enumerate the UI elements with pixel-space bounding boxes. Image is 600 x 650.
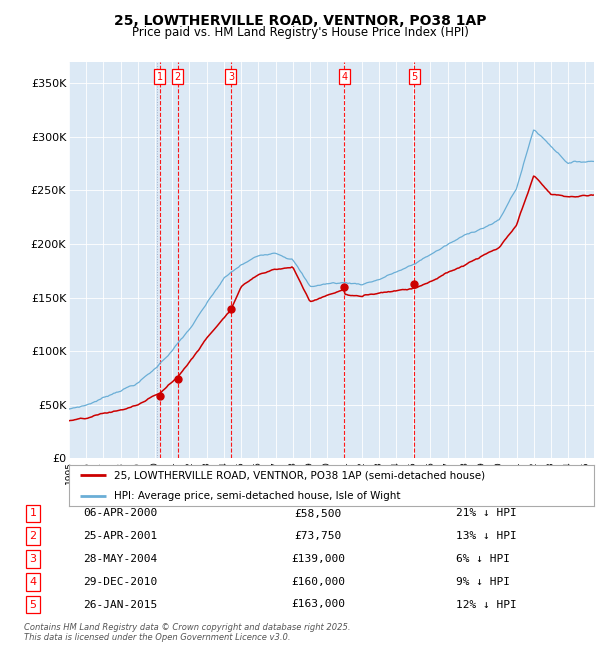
- Text: 1: 1: [29, 508, 37, 519]
- Text: 4: 4: [341, 72, 347, 82]
- Text: HPI: Average price, semi-detached house, Isle of Wight: HPI: Average price, semi-detached house,…: [113, 491, 400, 500]
- Text: 3: 3: [228, 72, 234, 82]
- Text: £73,750: £73,750: [295, 531, 341, 541]
- Text: Price paid vs. HM Land Registry's House Price Index (HPI): Price paid vs. HM Land Registry's House …: [131, 26, 469, 39]
- Text: 4: 4: [29, 577, 37, 587]
- Text: 2: 2: [29, 531, 37, 541]
- Text: £139,000: £139,000: [291, 554, 345, 564]
- Text: 5: 5: [412, 72, 418, 82]
- Text: 21% ↓ HPI: 21% ↓ HPI: [456, 508, 517, 519]
- Text: 25, LOWTHERVILLE ROAD, VENTNOR, PO38 1AP: 25, LOWTHERVILLE ROAD, VENTNOR, PO38 1AP: [114, 14, 486, 28]
- Text: £58,500: £58,500: [295, 508, 341, 519]
- Text: 13% ↓ HPI: 13% ↓ HPI: [456, 531, 517, 541]
- Text: £163,000: £163,000: [291, 599, 345, 610]
- Text: 06-APR-2000: 06-APR-2000: [83, 508, 157, 519]
- Text: 3: 3: [29, 554, 37, 564]
- Text: 25, LOWTHERVILLE ROAD, VENTNOR, PO38 1AP (semi-detached house): 25, LOWTHERVILLE ROAD, VENTNOR, PO38 1AP…: [113, 471, 485, 480]
- Text: 28-MAY-2004: 28-MAY-2004: [83, 554, 157, 564]
- Text: 12% ↓ HPI: 12% ↓ HPI: [456, 599, 517, 610]
- Text: Contains HM Land Registry data © Crown copyright and database right 2025.
This d: Contains HM Land Registry data © Crown c…: [24, 623, 350, 642]
- Text: 5: 5: [29, 599, 37, 610]
- Text: 26-JAN-2015: 26-JAN-2015: [83, 599, 157, 610]
- Text: 1: 1: [157, 72, 163, 82]
- Text: 2: 2: [175, 72, 181, 82]
- Text: 6% ↓ HPI: 6% ↓ HPI: [456, 554, 510, 564]
- Text: £160,000: £160,000: [291, 577, 345, 587]
- Text: 29-DEC-2010: 29-DEC-2010: [83, 577, 157, 587]
- Text: 9% ↓ HPI: 9% ↓ HPI: [456, 577, 510, 587]
- Text: 25-APR-2001: 25-APR-2001: [83, 531, 157, 541]
